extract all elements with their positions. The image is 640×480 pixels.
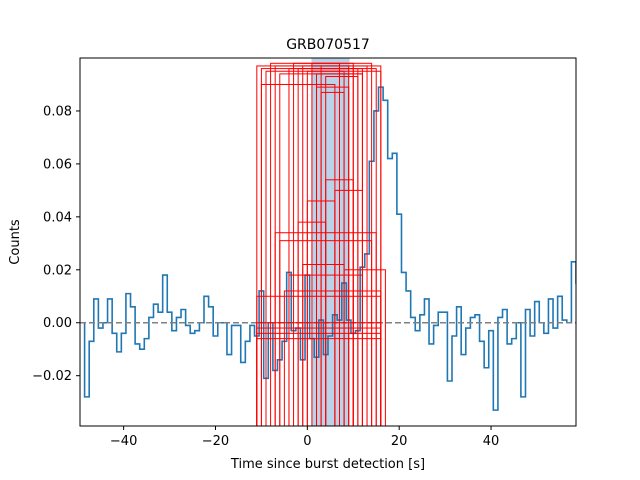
chart-title: GRB070517 (286, 37, 370, 53)
detection-box (311, 62, 340, 426)
x-tick-label: −40 (110, 434, 137, 449)
highlight-span (311, 58, 350, 426)
detection-box (279, 240, 373, 426)
y-tick-label: 0.00 (43, 316, 72, 331)
y-tick-label: 0.04 (43, 210, 72, 225)
x-tick-label: 20 (391, 434, 408, 449)
detection-box (352, 290, 382, 426)
x-axis-label: Time since burst detection [s] (230, 457, 425, 472)
y-tick-label: 0.02 (43, 263, 72, 278)
x-tick-label: −20 (202, 434, 229, 449)
detection-box (320, 91, 345, 426)
y-axis: −0.02 0.00 0.02 0.04 0.06 0.08 (32, 104, 80, 384)
detection-box (297, 221, 327, 426)
detection-box (274, 232, 377, 426)
detection-box (302, 264, 345, 426)
axes-frame (79, 57, 577, 427)
lightcurve-line (80, 86, 576, 411)
plot-area (80, 58, 576, 426)
x-axis: −40 −20 0 20 40 (110, 426, 499, 449)
y-tick-label: −0.02 (32, 369, 72, 384)
x-tick-label: 40 (483, 434, 500, 449)
x-tick-label: 0 (303, 434, 311, 449)
y-axis-label: Counts (8, 219, 23, 265)
detection-box (334, 189, 363, 426)
y-tick-label: 0.06 (43, 157, 72, 172)
y-tick-label: 0.08 (43, 104, 72, 119)
